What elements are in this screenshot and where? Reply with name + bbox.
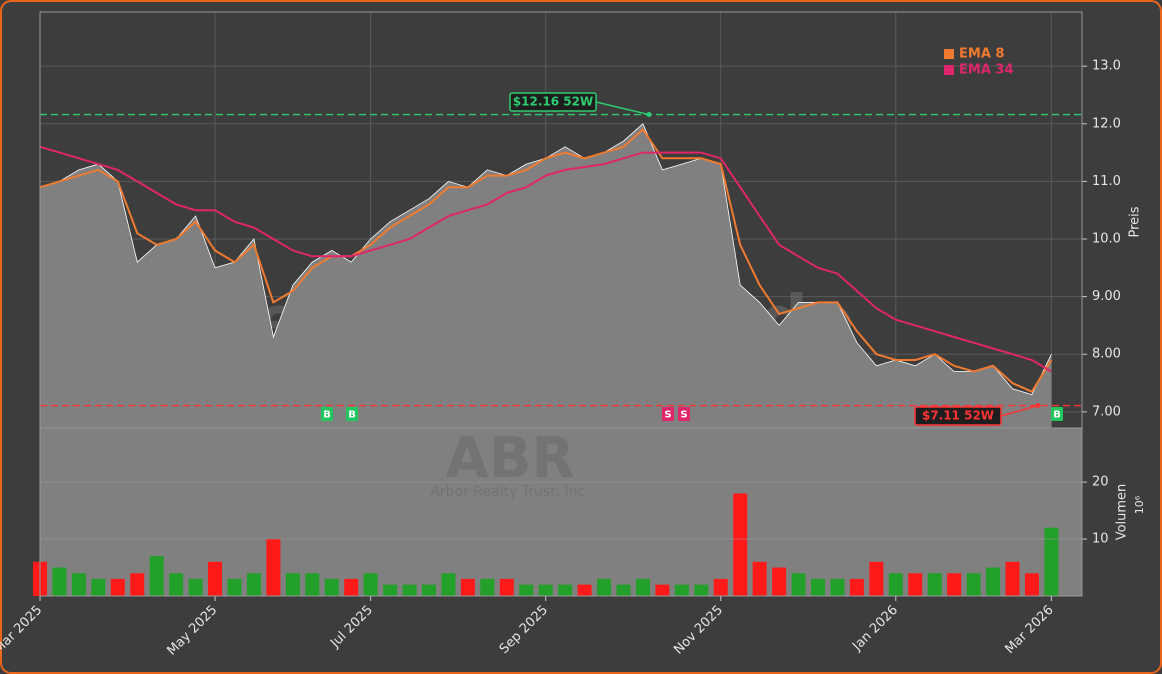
y-tick-label: 11.0 <box>1092 174 1121 189</box>
y-tick-label: 7.00 <box>1092 404 1121 419</box>
volume-bar <box>227 578 242 596</box>
annotation-arrow <box>1000 404 1039 417</box>
volume-bar <box>441 573 456 596</box>
y-tick-label: 13.0 <box>1092 59 1121 74</box>
signal-label: S <box>664 410 671 421</box>
signal-box <box>1051 407 1063 421</box>
price-area <box>40 123 1052 429</box>
annotation-label: $7.11 52W <box>922 409 994 423</box>
y-tick-label: 9.00 <box>1092 289 1121 304</box>
volume-bar <box>635 578 650 596</box>
signal-box <box>678 407 690 421</box>
ema-line <box>39 127 1053 393</box>
volume-bar <box>71 573 86 596</box>
volume-bar <box>91 578 106 596</box>
volume-bar <box>538 584 553 596</box>
signal-label: B <box>348 410 356 421</box>
volume-bar <box>305 573 320 596</box>
volume-bar <box>188 578 203 596</box>
volume-bar <box>149 556 164 596</box>
volume-frame <box>39 427 1083 597</box>
volume-bar <box>324 578 339 596</box>
volume-bar <box>499 578 514 596</box>
volume-bar <box>402 584 417 596</box>
volume-bar <box>908 573 923 596</box>
volume-bar <box>246 573 261 596</box>
volume-bar <box>208 561 223 596</box>
volume-bar <box>480 578 495 596</box>
volume-bar <box>927 573 942 596</box>
volume-bar <box>558 584 573 596</box>
volume-bar <box>733 493 748 596</box>
legend-swatch <box>944 49 954 59</box>
volume-bar <box>616 584 631 596</box>
signal-label: B <box>323 410 331 421</box>
signal-box <box>346 407 358 421</box>
legend-label: EMA 34 <box>959 63 1014 78</box>
volume-bar <box>130 573 145 596</box>
y2-tick-label: 20 <box>1092 475 1109 490</box>
y-tick-label: 12.0 <box>1092 116 1121 131</box>
y-axis-label: Preis <box>1128 206 1143 237</box>
signal-label: B <box>1053 410 1061 421</box>
volume-bar <box>266 539 281 596</box>
volume-bar <box>597 578 612 596</box>
y2-tick-label: 10 <box>1092 532 1109 547</box>
signal-box <box>662 407 674 421</box>
volume-bar <box>752 561 767 596</box>
volume-bar <box>849 578 864 596</box>
volume-bar <box>363 573 378 596</box>
volume-bar <box>947 573 962 596</box>
volume-bar <box>52 567 67 596</box>
volume-bar <box>674 584 689 596</box>
volume-bar <box>694 584 709 596</box>
volume-bar <box>1024 573 1039 596</box>
volume-bar <box>1005 561 1020 596</box>
volume-bar <box>460 578 475 596</box>
volume-bar <box>422 584 436 596</box>
volume-bar <box>519 584 534 596</box>
volume-bar <box>713 578 728 596</box>
volume-bar <box>966 573 981 596</box>
annotation-arrow <box>595 101 650 116</box>
volume-bar <box>1044 527 1059 596</box>
arrow-head <box>646 112 652 118</box>
signal-label: S <box>680 410 687 421</box>
annotation-label: $12.16 52W <box>513 95 593 109</box>
volume-bar <box>577 584 592 596</box>
volume-bar <box>383 584 398 596</box>
volume-bar <box>110 578 125 596</box>
volume-bar <box>830 578 845 596</box>
volume-bar <box>655 584 670 596</box>
volume-bar <box>772 567 787 596</box>
y2-unit: 10⁶ <box>1133 495 1146 514</box>
arrow-head <box>1035 403 1041 409</box>
volume-bar <box>986 567 1001 596</box>
volume-bar <box>869 561 884 596</box>
y-tick-label: 10.0 <box>1092 232 1121 247</box>
volume-bar <box>888 573 903 596</box>
signal-box <box>321 407 333 421</box>
y-tick-label: 8.00 <box>1092 347 1121 362</box>
volume-bar <box>344 578 359 596</box>
volume-bar <box>285 573 300 596</box>
legend-label: EMA 8 <box>959 47 1004 62</box>
legend-swatch <box>944 65 954 75</box>
symbol: ABR <box>445 426 574 491</box>
volume-bar <box>811 578 825 596</box>
volume-bar <box>791 573 806 596</box>
y2-axis-label: Volumen <box>1115 484 1130 541</box>
ema-line <box>39 145 1052 373</box>
company: Arbor Realty Trust, Inc. <box>430 484 589 500</box>
volume-bar <box>169 573 184 596</box>
